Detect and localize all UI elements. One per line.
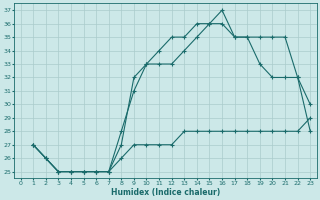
X-axis label: Humidex (Indice chaleur): Humidex (Indice chaleur) xyxy=(111,188,220,197)
